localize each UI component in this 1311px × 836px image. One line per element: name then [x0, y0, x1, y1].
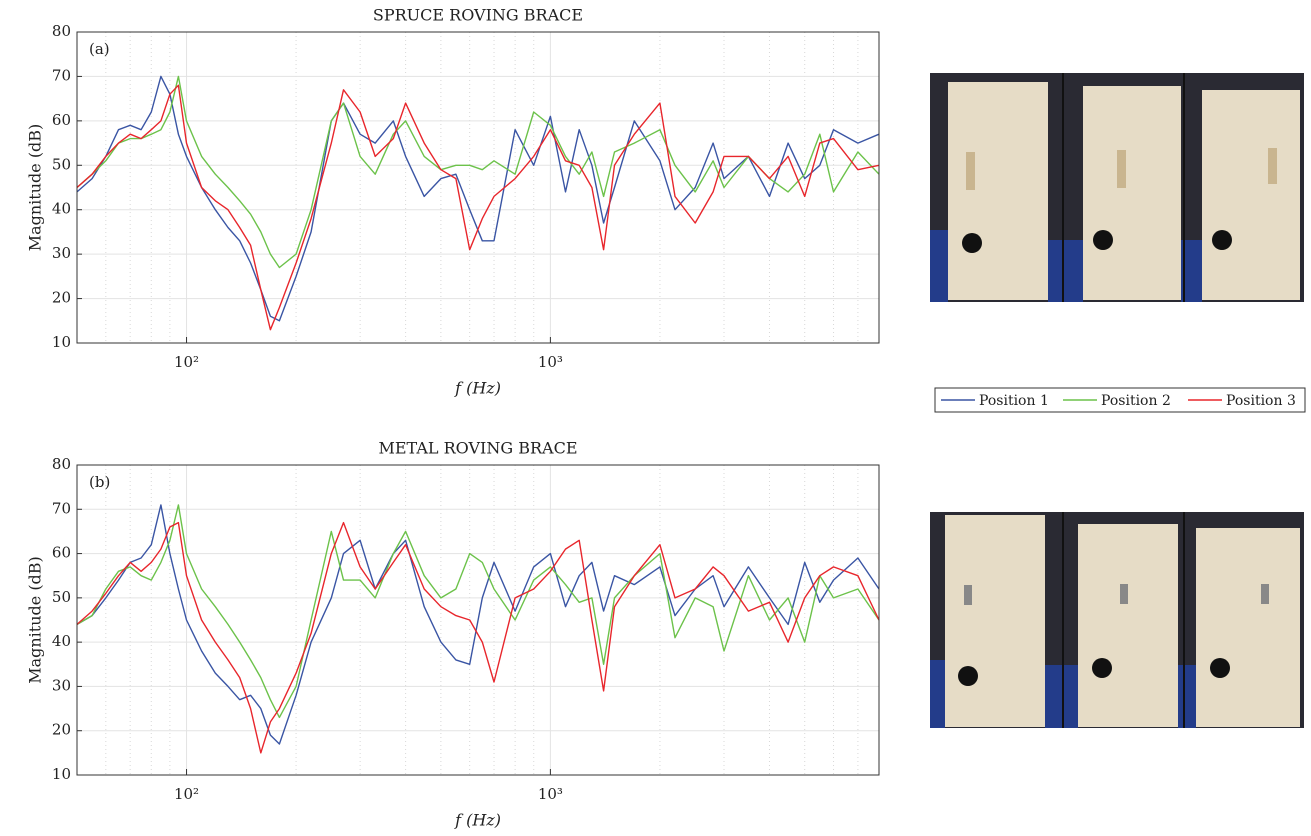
y-tick-label: 10 [52, 333, 71, 351]
y-axis-label: Magnitude (dB) [26, 556, 45, 684]
y-tick-label: 10 [52, 765, 71, 783]
panel-label: (b) [89, 473, 110, 491]
series-line [76, 75, 880, 322]
x-tick-label: 10³ [538, 785, 563, 803]
series-line [76, 504, 880, 719]
y-tick-label: 50 [52, 155, 71, 173]
y-tick-label: 80 [52, 455, 71, 473]
x-axis-label: f (Hz) [454, 811, 501, 830]
y-tick-label: 60 [52, 544, 71, 562]
y-tick-label: 50 [52, 588, 71, 606]
x-tick-label: 10² [174, 785, 199, 803]
legend-label: Position 1 [979, 393, 1049, 409]
y-tick-label: 70 [52, 499, 71, 517]
axes-frame [76, 464, 880, 776]
legend-label: Position 2 [1101, 393, 1171, 409]
series-line [76, 75, 880, 269]
x-axis-label: f (Hz) [454, 379, 501, 398]
panel-label: (a) [89, 40, 110, 58]
y-tick-label: 40 [52, 200, 71, 218]
x-tick-label: 10³ [538, 353, 563, 371]
plot-area [77, 32, 879, 343]
series-line [76, 521, 880, 754]
y-tick-label: 60 [52, 111, 71, 129]
legend-label: Position 3 [1226, 393, 1296, 409]
y-tick-label: 30 [52, 244, 71, 262]
series-line [76, 504, 880, 745]
x-tick-label: 10² [174, 353, 199, 371]
y-tick-label: 80 [52, 22, 71, 40]
photo-bottom [930, 512, 1304, 728]
y-tick-label: 40 [52, 632, 71, 650]
y-tick-label: 70 [52, 66, 71, 84]
legend-box [934, 387, 1306, 413]
y-tick-label: 20 [52, 289, 71, 307]
y-tick-label: 20 [52, 721, 71, 739]
axes-frame [76, 31, 880, 344]
chart-title: SPRUCE ROVING BRACE [373, 6, 583, 25]
series-line [76, 84, 880, 331]
chart-title: METAL ROVING BRACE [378, 439, 577, 458]
y-tick-label: 30 [52, 676, 71, 694]
y-axis-label: Magnitude (dB) [26, 124, 45, 252]
legend: Position 1 Position 2 Position 3 [934, 387, 1306, 413]
photo-top [930, 73, 1304, 302]
